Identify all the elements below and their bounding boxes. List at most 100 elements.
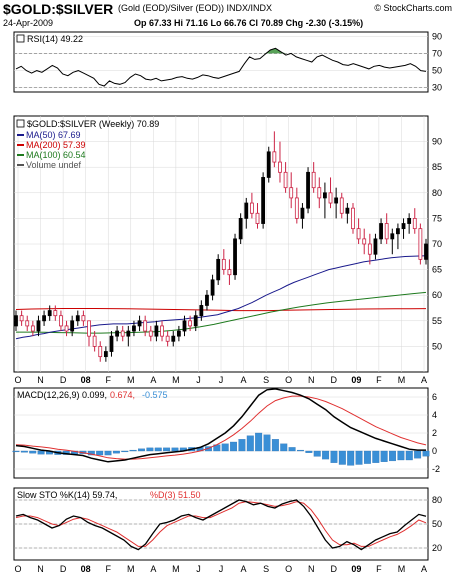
stochastic-x-tick-label: F — [376, 564, 382, 574]
stochastic-x-tick-label: A — [421, 564, 427, 574]
price-x-tick-label: F — [376, 375, 382, 385]
candle-body — [126, 330, 131, 337]
price-x-tick-label: A — [150, 375, 156, 385]
candle-body — [92, 335, 97, 347]
candle-body — [47, 310, 52, 317]
stochastic-tick-label: 80 — [432, 495, 442, 505]
candle-body — [210, 279, 215, 296]
macd-histogram-bar — [305, 450, 313, 453]
candle-body — [36, 320, 41, 332]
candle-body — [334, 197, 339, 204]
macd-histogram-bar — [405, 450, 413, 461]
stochastic-d-line — [15, 501, 427, 547]
stochastic-x-tick-label: O — [14, 564, 21, 574]
candle-body — [278, 161, 282, 173]
candle-body — [87, 320, 91, 337]
candle-body — [165, 335, 170, 342]
price-x-tick-label: A — [241, 375, 247, 385]
candle-body — [345, 207, 350, 214]
candle-body — [64, 325, 69, 332]
macd-histogram-bar — [297, 449, 304, 452]
candle-body — [289, 187, 294, 199]
macd-histogram-bar — [280, 443, 288, 452]
candle-body — [339, 197, 344, 214]
candle-body — [255, 212, 260, 224]
candle-body — [70, 320, 75, 332]
candle-body — [362, 238, 367, 245]
macd-histogram-bar — [397, 450, 405, 461]
candle-body — [115, 330, 119, 337]
macd-tick-label: -2 — [432, 464, 440, 474]
candle-body — [418, 228, 423, 260]
stochastic-x-tick-label: 09 — [351, 564, 361, 574]
macd-histogram-bar — [138, 448, 145, 452]
ma100-line — [16, 291, 427, 334]
candle-body — [188, 320, 193, 327]
price-x-tick-label: F — [105, 375, 111, 385]
price-tick-label: 60 — [432, 290, 442, 300]
candle-body — [199, 305, 204, 317]
stochastic-x-tick-label: D — [60, 564, 67, 574]
macd-histogram-bar — [288, 447, 296, 452]
candle-body — [98, 345, 103, 358]
price-tick-label: 80 — [432, 188, 442, 198]
price-tick-label: 90 — [432, 137, 442, 147]
macd-histogram-bar — [255, 432, 263, 452]
macd-histogram-bar — [422, 450, 430, 457]
macd-histogram-bar — [121, 450, 129, 453]
price-x-tick-label: 09 — [351, 375, 361, 385]
candle-body — [193, 315, 198, 327]
macd-histogram-bar — [221, 443, 229, 452]
candle-body — [379, 223, 383, 240]
stochastic-legend-d: %D(3) 51.50 — [150, 490, 201, 500]
macd-histogram-bar — [271, 439, 279, 452]
macd-line — [15, 388, 426, 463]
stochastic-tick-label: 50 — [432, 519, 442, 529]
price-tick-label: 65 — [432, 265, 442, 275]
price-x-tick-label: 08 — [81, 375, 91, 385]
macd-histogram-bar — [12, 450, 20, 453]
price-x-tick-label: J — [196, 375, 201, 385]
macd-histogram-bar — [129, 449, 137, 452]
candle-body — [261, 177, 266, 224]
macd-histogram-bar — [146, 447, 154, 452]
chart-date: 24-Apr-2009 — [3, 18, 54, 28]
price-x-tick-label: D — [331, 375, 338, 385]
rsi-tick-label: 90 — [432, 31, 442, 41]
quote-line: Op 67.33 Hi 71.16 Lo 66.76 Cl 70.89 Chg … — [134, 18, 364, 28]
candle-body — [109, 335, 114, 352]
macd-histogram-bar — [112, 450, 120, 454]
candle-body — [351, 207, 355, 230]
ma50-line — [15, 255, 427, 340]
price-x-tick-label: N — [37, 375, 44, 385]
stochastic-x-tick-label: A — [150, 564, 156, 574]
macd-histogram-bar — [414, 450, 422, 459]
candle-body — [227, 269, 232, 276]
candle-body — [396, 228, 400, 235]
macd-tick-label: 2 — [432, 428, 437, 438]
candle-body — [401, 223, 406, 230]
stochastic-x-tick-label: M — [398, 564, 406, 574]
candle-body — [59, 315, 63, 327]
rsi-title: RSI(14) 49.22 — [27, 34, 83, 44]
macd-histogram-bar — [20, 450, 28, 453]
rsi-line — [15, 47, 427, 87]
candle-body — [328, 192, 333, 204]
price-x-tick-label: A — [421, 375, 427, 385]
macd-histogram-bar — [96, 450, 104, 456]
macd-legend-hist: -0.575 — [142, 390, 168, 400]
candle-body — [160, 325, 164, 337]
candle-body — [244, 202, 249, 219]
price-x-tick-label: M — [398, 375, 406, 385]
macd-histogram-bar — [389, 450, 396, 462]
stochastic-x-tick-label: M — [172, 564, 180, 574]
rsi-panel — [13, 31, 429, 93]
candle-body — [266, 151, 271, 178]
stochastic-x-tick-label: N — [308, 564, 315, 574]
candle-body — [143, 320, 148, 332]
macd-histogram-bar — [104, 450, 112, 456]
candle-body — [424, 243, 428, 260]
candle-body — [81, 315, 86, 322]
stochastic-tick-label: 20 — [432, 543, 442, 553]
macd-histogram-bar — [37, 450, 45, 455]
